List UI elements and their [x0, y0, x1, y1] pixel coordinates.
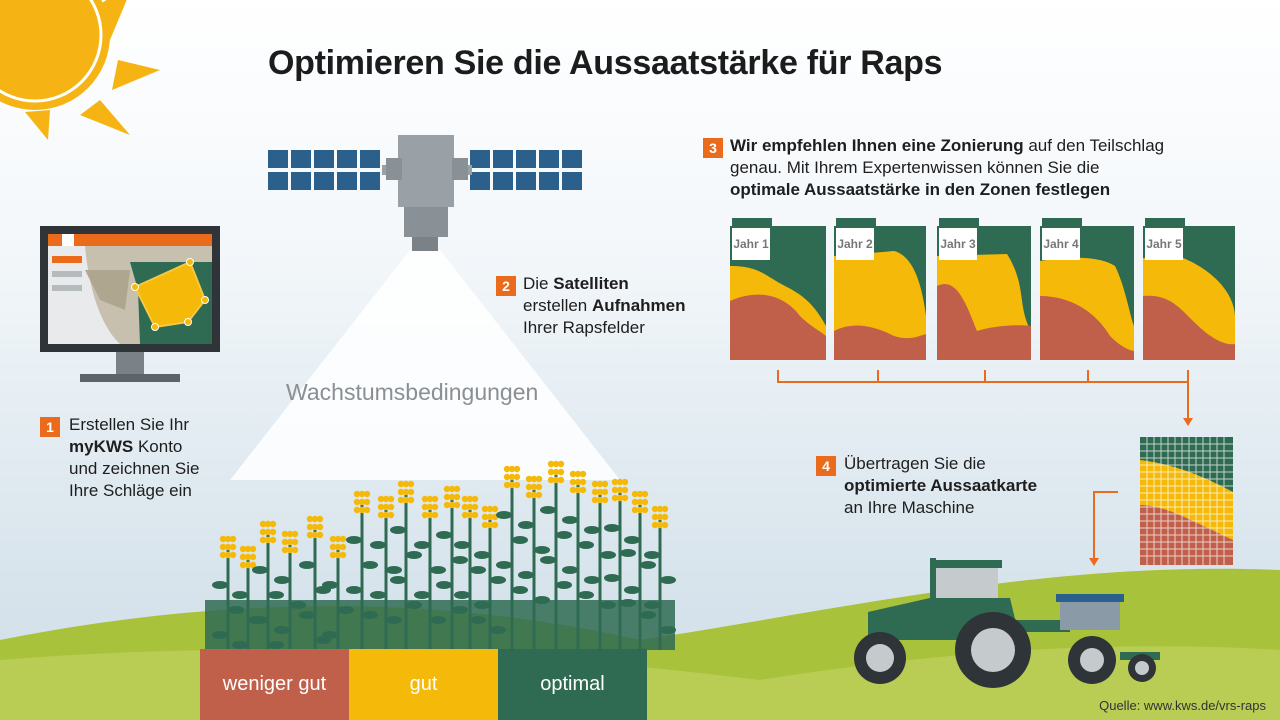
step-2-text: Die Satelliten erstellen Aufnahmen Ihrer… [523, 274, 686, 337]
monitor-icon [40, 226, 220, 382]
bracket-connector [777, 370, 1189, 560]
year-label-1: Jahr 1 [732, 228, 770, 260]
step-1-text: Erstellen Sie Ihr myKWS Konto und zeichn… [69, 415, 200, 500]
zone-weniger-gut: weniger gut [200, 649, 349, 720]
growth-conditions-label: Wachstumsbedingungen [286, 379, 539, 405]
arrow-down-icon [1183, 418, 1193, 426]
tractor-icon [854, 558, 1160, 688]
seeding-map-grid [1140, 437, 1233, 565]
page-title: Optimieren Sie die Aussaatstärke für Rap… [268, 44, 943, 82]
step-3-text: Wir empfehlen Ihnen eine Zonierung auf d… [730, 136, 1165, 199]
satellite-beam [230, 250, 620, 480]
step-4-number: 4 [816, 456, 836, 476]
satellite-icon [268, 135, 582, 251]
zone-gut: gut [349, 649, 498, 720]
step-1-number: 1 [40, 417, 60, 437]
step-4-text: Übertragen Sie die optimierte Aussaatkar… [844, 454, 1038, 517]
year-label-2: Jahr 2 [836, 228, 874, 260]
year-label-3: Jahr 3 [939, 228, 977, 260]
step-3-number: 3 [703, 138, 723, 158]
year-label-4: Jahr 4 [1042, 228, 1080, 260]
sun-icon [0, 0, 160, 140]
arrow-down-icon-2 [1089, 558, 1099, 566]
step-2-number: 2 [496, 276, 516, 296]
rapeseed-plants [205, 460, 676, 674]
source-label: Quelle: www.kws.de/vrs-raps [1099, 698, 1266, 713]
year-label-5: Jahr 5 [1145, 228, 1183, 260]
zone-optimal: optimal [498, 649, 647, 720]
